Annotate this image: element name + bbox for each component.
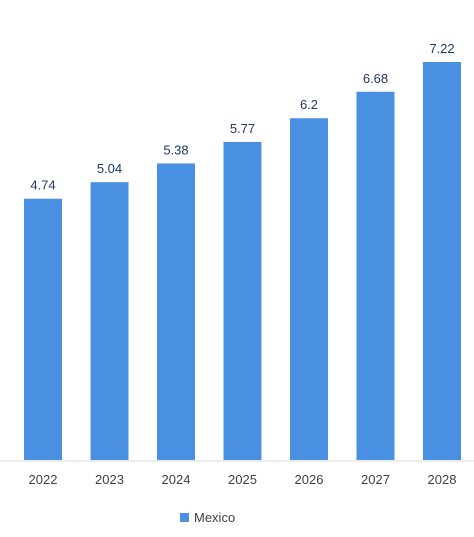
data-labels-group: 4.74 5.04 5.38 5.77 6.2 6.68 7.22: [30, 41, 454, 193]
legend-label: Mexico: [194, 510, 236, 525]
bar-2022: [24, 198, 62, 460]
bar-2023: [90, 182, 129, 460]
x-tick-2026: 2026: [295, 472, 324, 487]
x-tick-2027: 2027: [361, 472, 390, 487]
data-label-2025: 5.77: [230, 121, 255, 136]
data-label-2026: 6.2: [300, 97, 318, 112]
x-tick-2024: 2024: [162, 472, 191, 487]
x-tick-2028: 2028: [428, 472, 457, 487]
x-tick-labels-group: 2022 2023 2024 2025 2026 2027 2028: [29, 472, 457, 487]
bar-chart: 4.74 5.04 5.38 5.77 6.2 6.68 7.22 2022 2023 2024…: [0, 41, 474, 487]
x-tick-2022: 2022: [29, 472, 58, 487]
x-tick-2025: 2025: [228, 472, 257, 487]
data-label-2027: 6.68: [363, 71, 388, 86]
bar-2028: [423, 62, 461, 460]
data-label-2023: 5.04: [97, 161, 122, 176]
bar-2024: [157, 163, 195, 460]
bars-group: [24, 62, 461, 461]
bar-2027: [356, 91, 395, 461]
legend-swatch: [180, 513, 189, 522]
bar-2025: [223, 141, 262, 461]
data-label-2024: 5.38: [163, 142, 188, 157]
data-label-2028: 7.22: [429, 41, 454, 56]
bar-2026: [290, 118, 328, 461]
legend: Mexico: [180, 510, 235, 525]
data-label-2022: 4.74: [30, 178, 55, 193]
x-tick-2023: 2023: [95, 472, 124, 487]
